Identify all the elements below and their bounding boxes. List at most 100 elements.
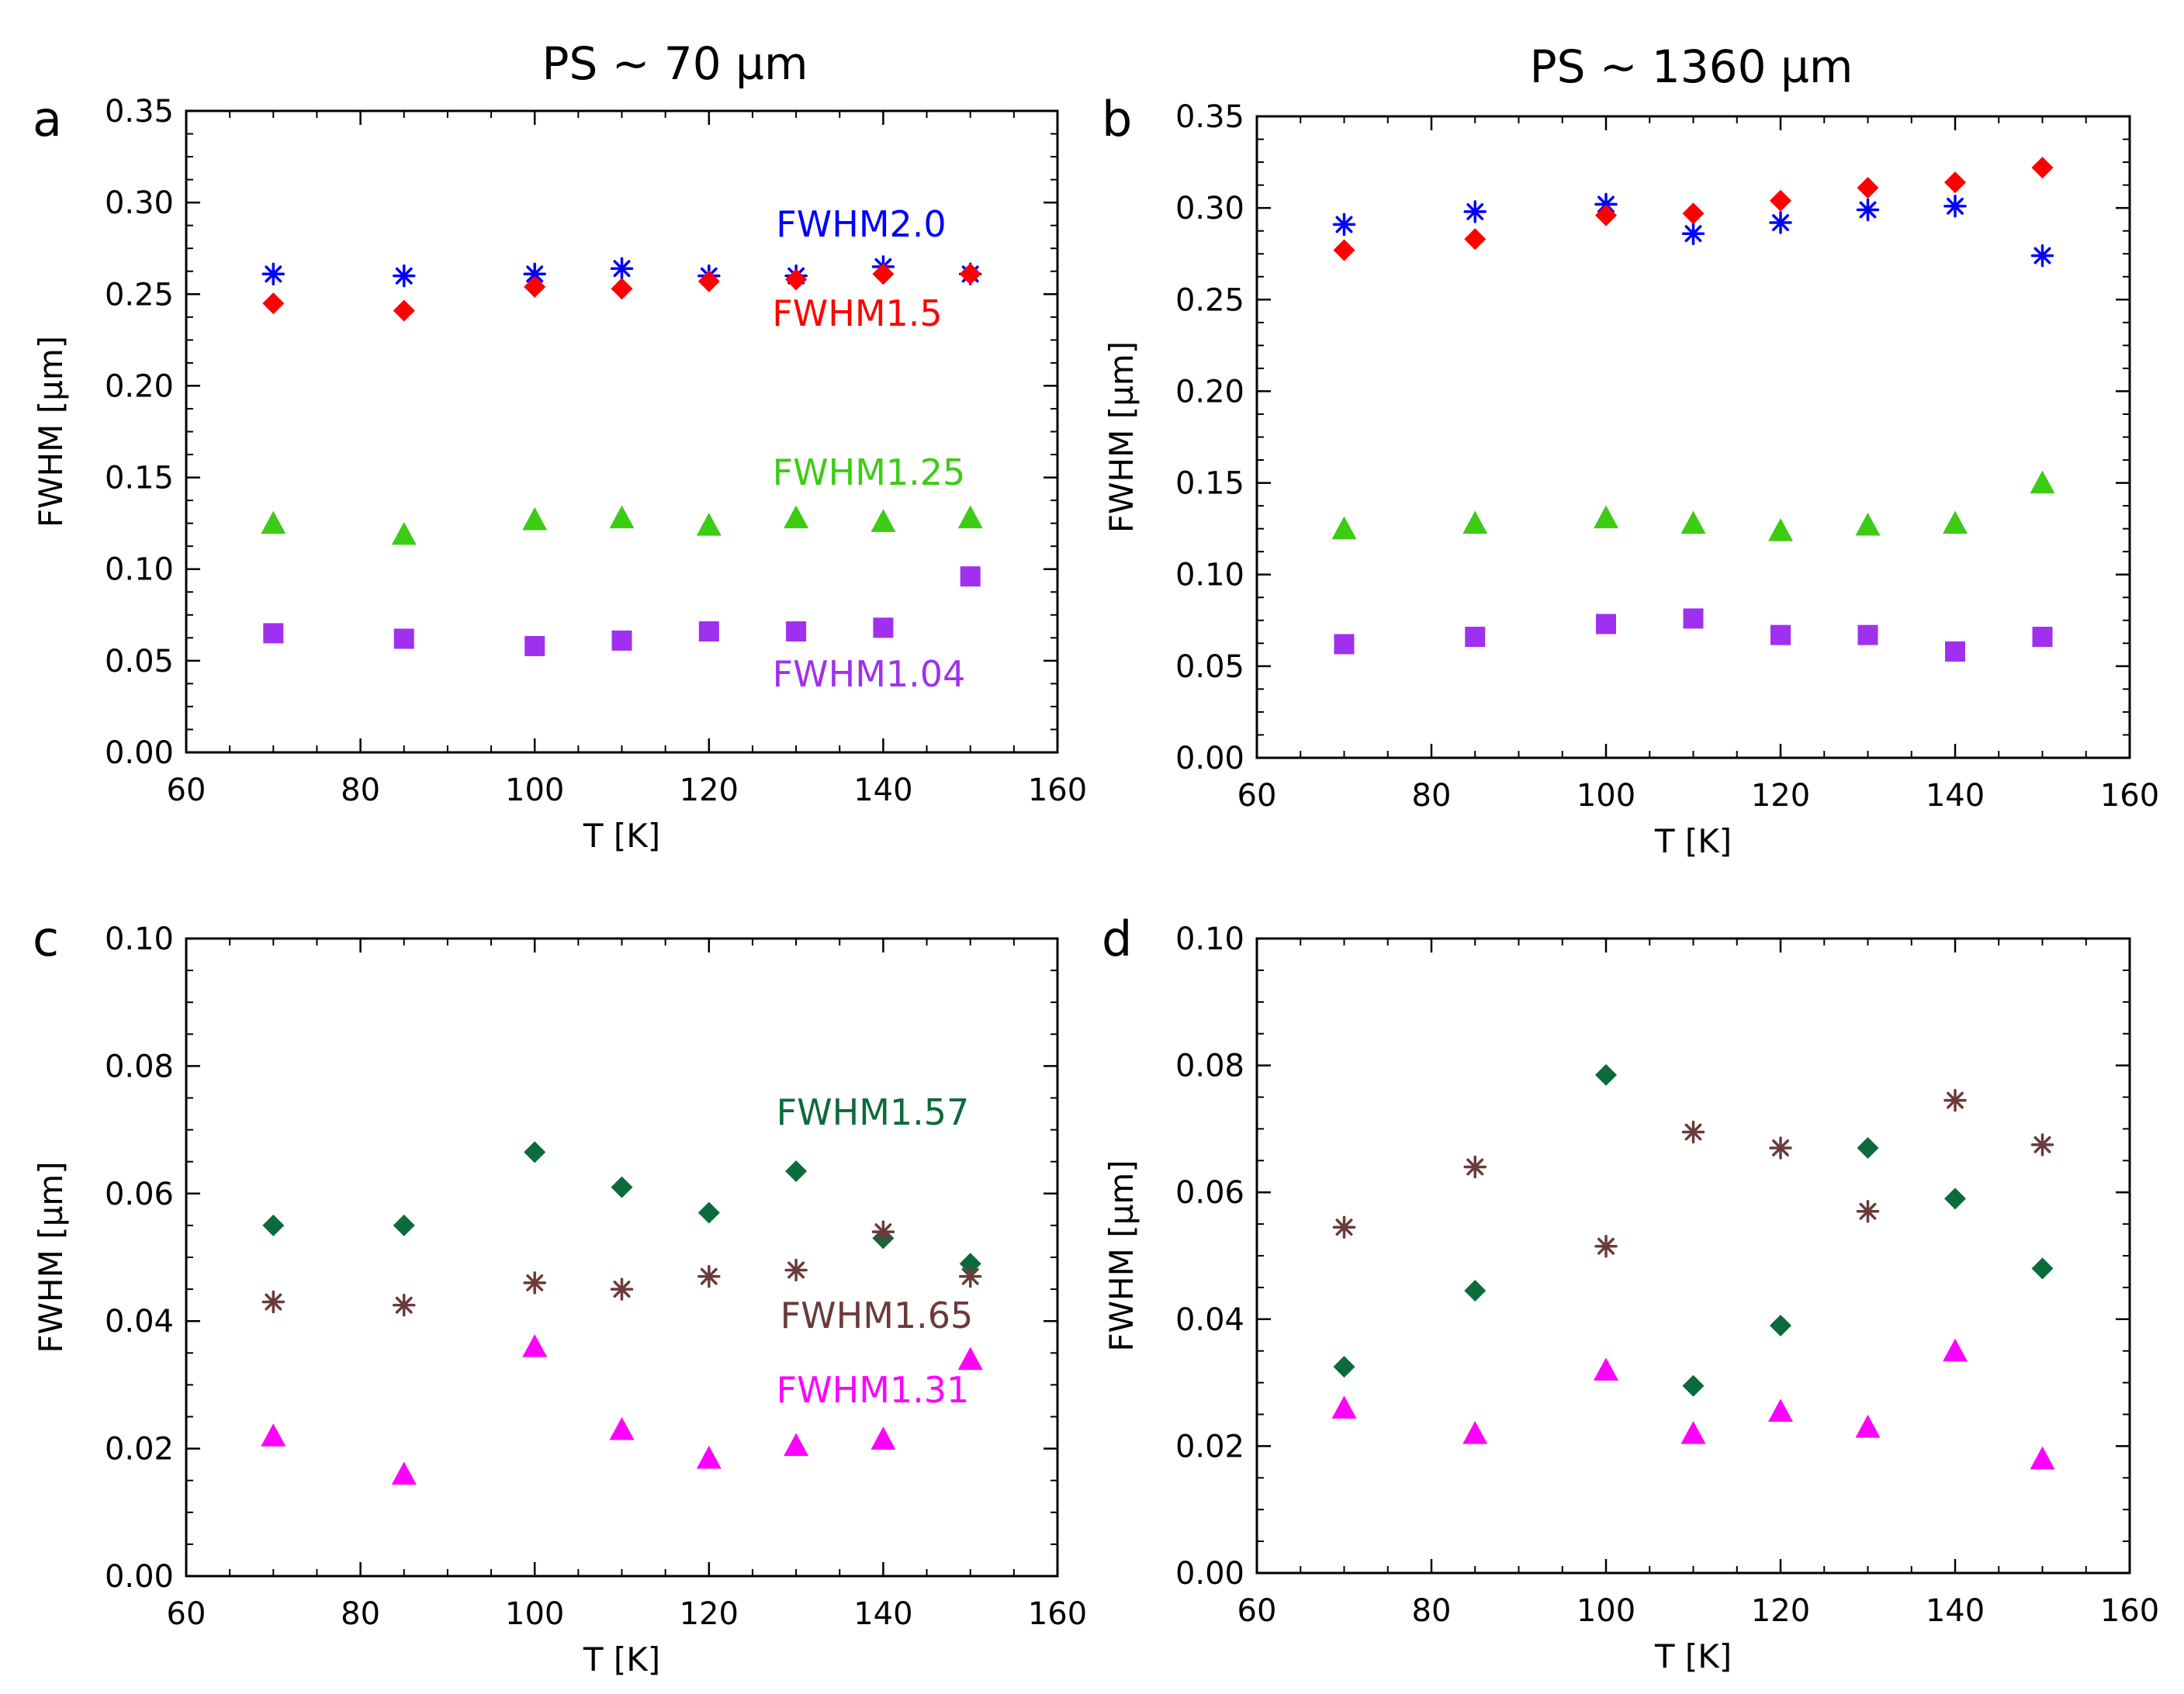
point-diamond-FWHM1.5 <box>1944 171 1966 194</box>
point-asterisk-FWHM2.0 <box>261 262 286 286</box>
y-tick-label-d: 0.00 <box>1175 1556 1244 1592</box>
point-triangle-FWHM1.25 <box>870 509 896 532</box>
point-triangle-FWHM1.31 <box>609 1416 635 1440</box>
x-axis-label-c: T [K] <box>583 1640 660 1678</box>
point-diamond-FWHM1.5 <box>524 275 546 298</box>
series-c-FWHM1.31 <box>261 1334 983 1485</box>
point-asterisk-FWHM2.0 <box>1769 211 1792 234</box>
point-square-FWHM1.04 <box>393 628 414 649</box>
point-triangle-FWHM1.31 <box>1680 1421 1706 1444</box>
point-triangle-FWHM1.25 <box>784 505 809 529</box>
point-square-FWHM1.04 <box>263 623 284 644</box>
point-diamond-FWHM1.5 <box>1464 228 1487 251</box>
y-axis-label-b: FWHM [µm] <box>1102 341 1140 533</box>
point-triangle-FWHM1.25 <box>1462 510 1488 534</box>
y-tick-label-d: 0.06 <box>1175 1175 1244 1211</box>
y-tick-label-a: 0.10 <box>105 552 174 588</box>
point-triangle-FWHM1.25 <box>1331 516 1357 540</box>
point-triangle-FWHM1.31 <box>784 1433 809 1457</box>
point-triangle-FWHM1.25 <box>696 513 722 536</box>
series-d-FWHM1.57 <box>1333 1063 2054 1397</box>
x-tick-label-d: 80 <box>1412 1593 1452 1629</box>
y-tick-label-b: 0.05 <box>1175 649 1244 685</box>
x-tick-label-a: 140 <box>853 773 912 808</box>
point-diamond-FWHM1.57 <box>1770 1314 1791 1336</box>
point-diamond-FWHM1.5 <box>1857 177 1879 199</box>
x-tick-label-c: 160 <box>1028 1596 1087 1632</box>
point-triangle-FWHM1.25 <box>1594 505 1618 529</box>
y-tick-label-c: 0.02 <box>105 1432 174 1468</box>
point-diamond-FWHM1.5 <box>959 263 981 285</box>
point-triangle-FWHM1.25 <box>1680 510 1706 534</box>
y-axis-label-d: FWHM [µm] <box>1102 1160 1140 1351</box>
y-tick-label-c: 0.08 <box>105 1049 174 1084</box>
point-diamond-FWHM1.57 <box>697 1201 720 1224</box>
x-tick-label-b: 80 <box>1412 778 1452 814</box>
point-asterisk-FWHM1.65 <box>1332 1215 1356 1239</box>
x-tick-label-c: 140 <box>853 1596 912 1632</box>
point-asterisk-FWHM1.65 <box>1594 1234 1618 1258</box>
point-triangle-FWHM1.25 <box>957 505 983 529</box>
x-axis-label-d: T [K] <box>1654 1637 1732 1675</box>
point-triangle-FWHM1.31 <box>522 1334 548 1357</box>
point-square-FWHM1.04 <box>1465 627 1486 648</box>
point-triangle-FWHM1.25 <box>522 506 548 531</box>
point-asterisk-FWHM1.65 <box>958 1264 982 1288</box>
series-label-FWHM1.04: FWHM1.04 <box>773 653 966 695</box>
point-asterisk-FWHM2.0 <box>1856 198 1880 222</box>
point-triangle-FWHM1.31 <box>1462 1421 1488 1444</box>
point-triangle-FWHM1.31 <box>1594 1357 1618 1381</box>
y-tick-label-a: 0.15 <box>105 461 174 496</box>
column-title-left: PS ~ 70 µm <box>542 37 808 90</box>
y-axis-label-c: FWHM [µm] <box>32 1161 70 1353</box>
y-tick-label-c: 0.06 <box>105 1177 174 1212</box>
point-square-FWHM1.04 <box>960 566 981 587</box>
point-square-FWHM1.04 <box>1596 614 1616 634</box>
point-asterisk-FWHM1.65 <box>697 1264 721 1288</box>
x-tick-label-a: 120 <box>680 773 739 808</box>
point-square-FWHM1.04 <box>1945 641 1965 662</box>
y-tick-label-c: 0.00 <box>105 1559 174 1595</box>
y-axis-label-a: FWHM [µm] <box>32 336 70 527</box>
plot-frame-d <box>1255 937 2131 1575</box>
series-a-FWHM1.5 <box>262 263 981 322</box>
point-square-FWHM1.04 <box>1334 634 1355 655</box>
point-diamond-FWHM1.57 <box>1333 1356 1355 1378</box>
point-diamond-FWHM1.57 <box>2031 1257 2054 1280</box>
x-tick-label-a: 100 <box>505 773 564 808</box>
x-tick-label-b: 140 <box>1926 778 1985 814</box>
point-asterisk-FWHM1.65 <box>523 1271 546 1295</box>
point-asterisk-FWHM1.65 <box>1769 1136 1792 1160</box>
point-triangle-FWHM1.25 <box>2030 470 2055 494</box>
point-square-FWHM1.04 <box>1683 608 1704 629</box>
column-title-right: PS ~ 1360 µm <box>1530 40 1853 93</box>
y-tick-label-d: 0.02 <box>1175 1429 1244 1464</box>
x-tick-label-c: 60 <box>167 1596 206 1632</box>
x-tick-label-c: 120 <box>680 1596 739 1632</box>
point-triangle-FWHM1.31 <box>1855 1414 1881 1438</box>
point-asterisk-FWHM1.65 <box>1943 1088 1967 1112</box>
y-tick-label-b: 0.35 <box>1175 99 1244 135</box>
panel-letter-c: c <box>33 911 59 967</box>
point-triangle-FWHM1.25 <box>261 510 286 534</box>
x-tick-label-b: 160 <box>2100 778 2159 814</box>
point-diamond-FWHM1.5 <box>697 270 720 292</box>
panel-d: d 60 80 100 120 140 160 0.00 0.02 0.04 0.06 0.08 0.… <box>1102 911 2159 1675</box>
y-tick-label-d: 0.10 <box>1175 921 1244 957</box>
x-tick-label-b: 100 <box>1577 778 1635 814</box>
y-tick-label-b: 0.00 <box>1175 741 1244 776</box>
y-tick-label-a: 0.20 <box>105 368 174 404</box>
point-diamond-FWHM1.57 <box>1682 1374 1705 1397</box>
y-tick-label-b: 0.30 <box>1175 191 1244 226</box>
panel-a: a 60 80 100 120 140 160 0.00 0.05 0.10 0.15 0.20 0.… <box>32 91 1087 855</box>
x-tick-label-d: 160 <box>2100 1593 2159 1629</box>
plot-frame-c <box>185 937 1059 1578</box>
series-label-FWHM1.57: FWHM1.57 <box>777 1091 970 1133</box>
point-square-FWHM1.04 <box>873 617 894 638</box>
point-asterisk-FWHM1.65 <box>393 1293 416 1317</box>
point-asterisk-FWHM2.0 <box>1943 195 1967 218</box>
series-b-FWHM1.25 <box>1331 470 2055 541</box>
series-label-FWHM1.5: FWHM1.5 <box>772 292 942 334</box>
panel-c: c 60 80 100 120 140 160 0.00 0.02 0.04 0.06 0.08 0.… <box>32 911 1087 1678</box>
point-triangle-FWHM1.31 <box>391 1461 417 1485</box>
